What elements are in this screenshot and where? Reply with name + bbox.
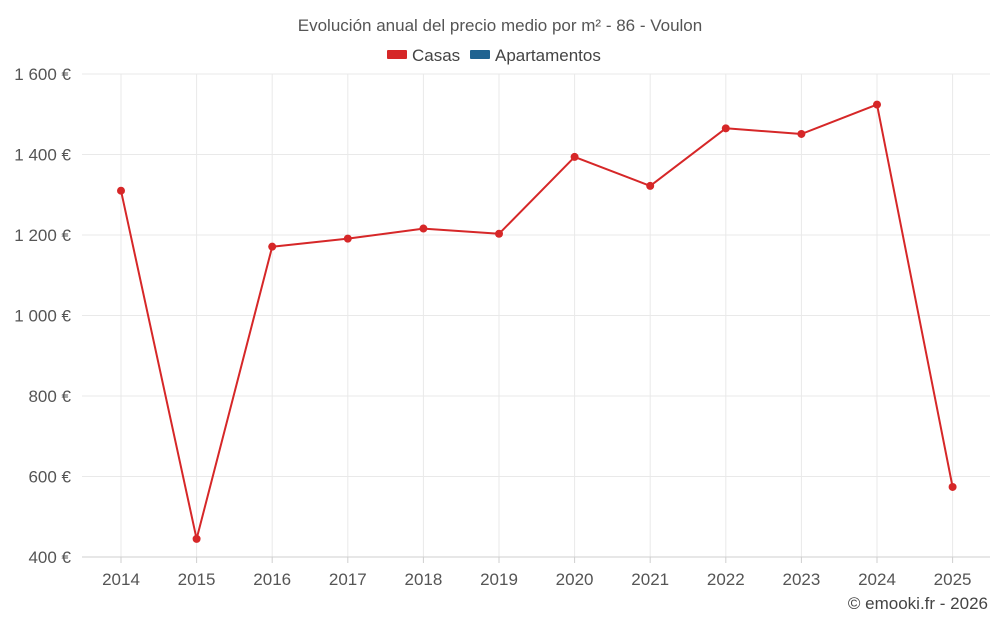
x-tick-label: 2015	[178, 570, 216, 589]
chart-title: Evolución anual del precio medio por m² …	[298, 16, 702, 35]
y-tick-label: 800 €	[28, 387, 71, 406]
legend: Casas Apartamentos	[387, 46, 601, 65]
y-tick-label: 400 €	[28, 548, 71, 567]
x-tick-label: 2016	[253, 570, 291, 589]
x-tick-label: 2025	[934, 570, 972, 589]
y-tick-label: 1 400 €	[14, 146, 71, 165]
x-tick-label: 2019	[480, 570, 518, 589]
data-point-casas[interactable]	[873, 100, 881, 109]
x-tick-label: 2020	[556, 570, 594, 589]
legend-label-apartamentos[interactable]: Apartamentos	[495, 46, 601, 65]
x-tick-label: 2021	[631, 570, 669, 589]
data-point-casas[interactable]	[646, 181, 655, 190]
data-point-casas[interactable]	[268, 242, 277, 251]
y-tick-label: 1 000 €	[14, 307, 71, 326]
data-point-casas[interactable]	[570, 152, 579, 161]
data-point-casas[interactable]	[117, 186, 125, 195]
y-tick-label: 1 200 €	[14, 226, 71, 245]
x-tick-label: 2024	[858, 570, 896, 589]
x-tick-label: 2017	[329, 570, 367, 589]
data-point-casas[interactable]	[721, 124, 730, 133]
x-tick-label: 2014	[102, 570, 140, 589]
data-point-casas[interactable]	[948, 482, 957, 491]
y-tick-label: 1 600 €	[14, 65, 71, 84]
data-point-casas[interactable]	[419, 224, 428, 233]
x-tick-label: 2022	[707, 570, 745, 589]
series-layer	[117, 100, 957, 543]
data-point-casas[interactable]	[343, 234, 352, 243]
axes: 400 € 600 € 800 € 1 000 € 1 200 € 1 400 € 1 60…	[14, 65, 990, 589]
grid	[82, 73, 990, 558]
x-tick-label: 2023	[782, 570, 820, 589]
data-point-casas[interactable]	[797, 129, 806, 138]
data-point-casas[interactable]	[192, 534, 201, 543]
legend-swatch-casas[interactable]	[387, 50, 407, 59]
y-tick-label: 600 €	[28, 468, 71, 487]
legend-swatch-apartamentos[interactable]	[470, 50, 490, 59]
legend-label-casas[interactable]: Casas	[412, 46, 460, 65]
data-point-casas[interactable]	[495, 229, 503, 238]
x-tick-label: 2018	[404, 570, 442, 589]
footer-credit: © emooki.fr - 2026	[848, 594, 988, 613]
series-line-casas	[120, 103, 954, 540]
